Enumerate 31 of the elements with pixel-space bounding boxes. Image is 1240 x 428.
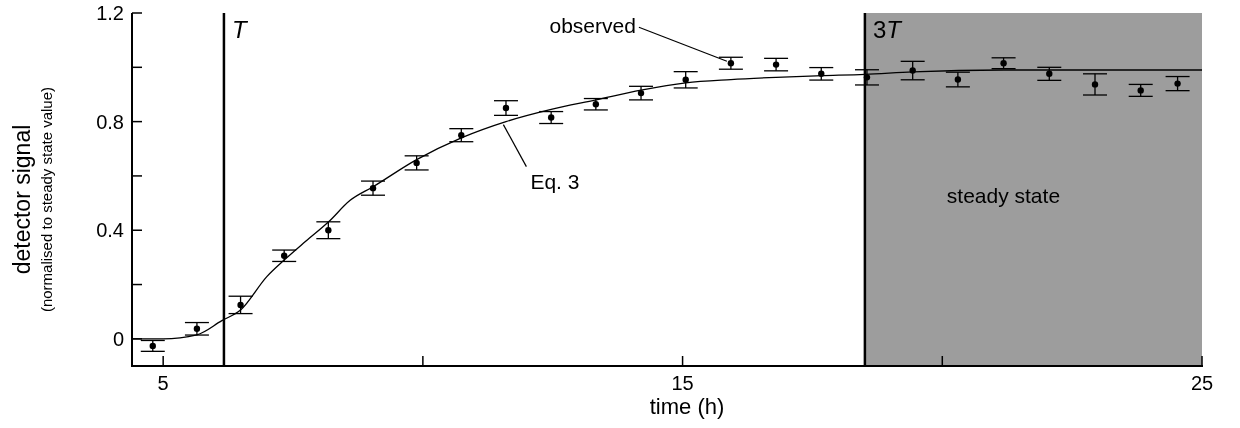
point [1137,87,1144,94]
y-tick-label: 1.2 [96,2,124,24]
point [280,252,288,259]
x-tick-label: 25 [1190,372,1214,394]
point [637,89,645,97]
point [1046,70,1053,78]
ref-line-label: 3T [872,16,904,43]
annotation: observed [549,14,636,38]
y-axis-title: detector signal (normalised to steady state value) [9,86,55,313]
point [772,61,780,68]
point [325,227,332,234]
x-axis-title: time (h) [649,394,725,419]
y-tick-label: 0 [112,327,124,350]
ref-line-label: T [231,16,249,43]
point [502,104,510,112]
point [547,114,555,121]
point [458,131,465,139]
point [727,60,735,67]
point [1174,80,1181,87]
point [237,301,244,309]
annotation: Eq. 3 [530,169,580,193]
point [193,325,201,332]
y-tick-label: 0.8 [96,110,124,133]
x-tick-label: 15 [671,372,694,394]
point [413,159,420,167]
y-tick-label: 0.4 [96,219,124,242]
point [1091,81,1099,88]
x-tick-label: 5 [157,372,169,394]
band-label: steady state [946,184,1061,208]
point [592,101,600,108]
point [954,76,962,83]
